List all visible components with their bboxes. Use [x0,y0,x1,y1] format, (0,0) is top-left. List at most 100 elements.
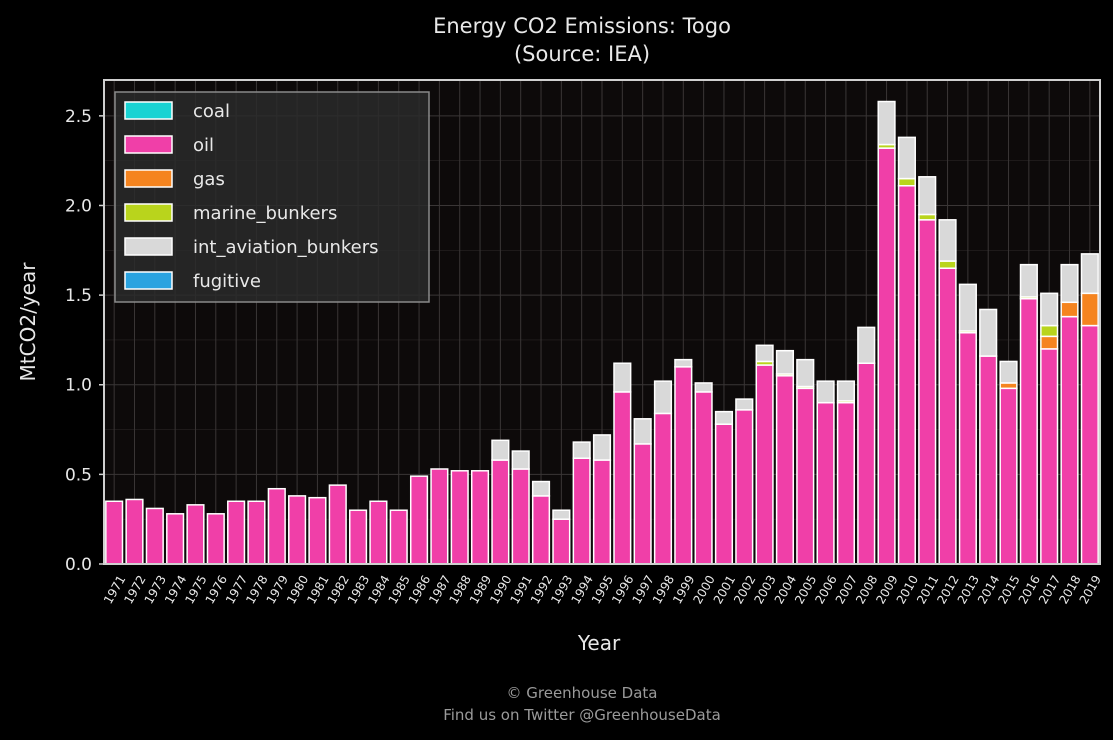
y-axis-label: MtCO2/year [16,262,40,382]
y-ticks: 0.0 0.5 1.0 1.5 2.0 2.5 [65,107,104,575]
bar-gas-2019 [1080,292,1099,327]
y-tick-label: 0.5 [65,465,92,485]
legend-swatch-oil [124,135,173,154]
legend-swatch-gas [124,169,173,188]
bar-oil-1993 [552,518,571,565]
bar-oil-2006 [816,401,835,565]
bar-oil-2011 [918,219,937,565]
bar-oil-1994 [572,457,591,565]
bar-oil-2018 [1060,315,1079,565]
bar-oil-2003 [755,364,774,565]
bar-oil-2004 [775,375,795,565]
bar-oil-2015 [999,387,1018,565]
bar-int_aviation_bunkers-2001 [714,410,734,425]
bar-int_aviation_bunkers-2003 [755,344,774,363]
legend-label-fugitive: fugitive [193,271,261,292]
x-axis-label: Year [577,631,621,655]
bar-int_aviation_bunkers-1992 [531,480,551,497]
bar-oil-2008 [857,362,876,565]
bar-oil-1971 [105,500,124,565]
legend-box [114,91,430,303]
bar-int_aviation_bunkers-2018 [1060,263,1079,304]
y-tick-label: 1.5 [65,286,92,306]
bar-int_aviation_bunkers-2009 [877,100,896,146]
bar-oil-1991 [511,468,530,565]
bar-oil-2002 [735,409,754,565]
bar-oil-1984 [369,500,388,565]
bar-oil-1981 [308,496,327,565]
bar-oil-1973 [145,507,164,565]
bar-marine_bunkers-2012 [938,260,957,269]
bar-oil-1989 [470,470,490,565]
bar-oil-1974 [166,513,185,565]
plot-frame [103,79,1101,565]
bar-int_aviation_bunkers-2008 [857,326,876,364]
bar-oil-1996 [613,391,632,565]
bar-int_aviation_bunkers-1991 [511,450,530,470]
bars [105,100,1099,565]
bar-int_aviation_bunkers-1990 [491,439,510,461]
bar-oil-2012 [938,267,957,565]
footer-credit: © Greenhouse Data [506,684,657,702]
bar-int_aviation_bunkers-1997 [633,418,652,445]
y-tick-label: 1.0 [65,376,92,396]
x-ticks: 1971197219731974197519761977197819791980… [101,573,1104,606]
bar-int_aviation_bunkers-1998 [653,380,673,415]
legend-swatch-coal [124,101,173,120]
bar-oil-1998 [653,412,673,565]
bar-int_aviation_bunkers-1995 [592,434,612,461]
legend-label-gas: gas [193,169,225,190]
bar-oil-1982 [328,484,347,565]
footer-twitter: Find us on Twitter @GreenhouseData [443,706,721,724]
y-tick-label: 2.0 [65,196,92,216]
bar-int_aviation_bunkers-1996 [613,362,632,393]
bar-oil-2010 [897,185,916,565]
bar-int_aviation_bunkers-2013 [958,283,977,332]
bar-oil-1972 [125,498,144,565]
bar-oil-1986 [409,475,429,565]
bar-int_aviation_bunkers-2017 [1040,292,1059,327]
bar-oil-2005 [796,387,815,565]
bar-marine_bunkers-2017 [1040,324,1059,338]
x-tick-label-2019: 2019 [1077,573,1104,606]
bar-oil-1983 [348,509,368,565]
bar-oil-1987 [430,468,449,565]
bar-oil-1975 [186,504,205,565]
y-tick-label: 0.0 [65,555,92,575]
bar-gas-2018 [1060,301,1079,318]
bar-oil-2014 [979,355,998,565]
legend-label-int_aviation_bunkers: int_aviation_bunkers [193,237,379,258]
bar-oil-1990 [491,459,510,565]
bar-oil-2000 [694,391,713,565]
bar-oil-1976 [206,513,225,565]
bar-oil-2019 [1080,324,1099,565]
legend-label-marine_bunkers: marine_bunkers [193,203,337,224]
legend-label-coal: coal [193,101,230,122]
bar-int_aviation_bunkers-1993 [552,509,571,520]
bar-marine_bunkers-2010 [897,177,916,187]
bar-int_aviation_bunkers-2007 [836,380,856,402]
bar-int_aviation_bunkers-2014 [979,308,998,357]
bar-int_aviation_bunkers-2004 [775,349,795,375]
bar-int_aviation_bunkers-2002 [735,398,754,411]
bar-oil-2001 [714,423,734,565]
bar-oil-1979 [267,487,286,565]
bar-int_aviation_bunkers-2000 [694,382,713,393]
legend-swatch-marine_bunkers [124,203,173,222]
bar-gas-2015 [999,382,1018,390]
bar-oil-2017 [1040,348,1059,565]
chart-subtitle: (Source: IEA) [514,42,650,66]
legend-swatch-int_aviation_bunkers [124,237,173,256]
bar-int_aviation_bunkers-2012 [938,219,957,262]
bar-int_aviation_bunkers-2006 [816,380,835,404]
bar-oil-1992 [531,495,551,565]
bar-int_aviation_bunkers-2005 [796,358,815,388]
bar-oil-2007 [836,401,856,565]
bar-marine_bunkers-2011 [918,213,937,221]
bar-int_aviation_bunkers-2019 [1080,253,1099,295]
bar-int_aviation_bunkers-1994 [572,441,591,459]
bar-int_aviation_bunkers-1999 [674,358,693,368]
bar-oil-1978 [247,500,266,565]
bar-int_aviation_bunkers-2011 [918,176,937,216]
bar-oil-1995 [592,459,612,565]
